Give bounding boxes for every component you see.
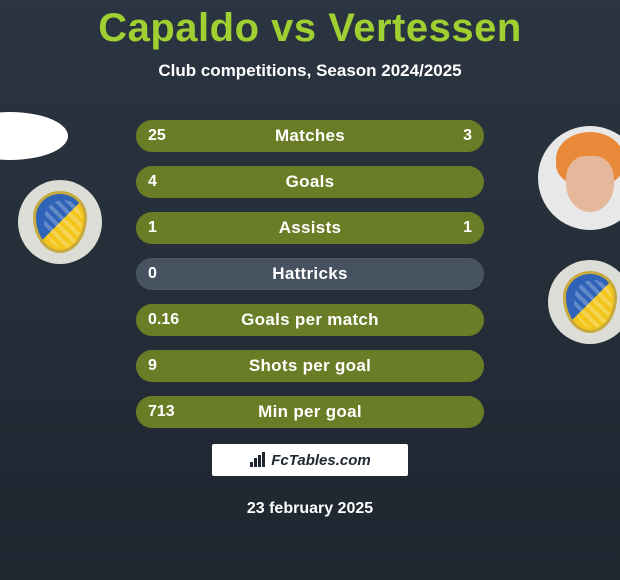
chart-icon [249, 452, 267, 468]
page-subtitle: Club competitions, Season 2024/2025 [0, 61, 620, 81]
stats-container: 253Matches 4Goals 11Assists 0Hattricks 0.16G… [136, 120, 484, 442]
stat-label: Matches [136, 120, 484, 152]
page-title: Capaldo vs Vertessen [0, 0, 620, 51]
stat-label: Goals per match [136, 304, 484, 336]
stat-row: 713Min per goal [136, 396, 484, 428]
stat-row: 253Matches [136, 120, 484, 152]
stat-label: Shots per goal [136, 350, 484, 382]
fctables-logo: FcTables.com [212, 444, 408, 476]
stat-label: Hattricks [136, 258, 484, 290]
club-left-badge [18, 180, 102, 264]
club-right-badge [548, 260, 620, 344]
stat-label: Goals [136, 166, 484, 198]
stat-row: 4Goals [136, 166, 484, 198]
stat-row: 11Assists [136, 212, 484, 244]
stat-row: 0.16Goals per match [136, 304, 484, 336]
player-right-avatar [538, 126, 620, 230]
stat-row: 9Shots per goal [136, 350, 484, 382]
logo-text: FcTables.com [271, 452, 370, 469]
stat-label: Min per goal [136, 396, 484, 428]
stat-label: Assists [136, 212, 484, 244]
stat-row: 0Hattricks [136, 258, 484, 290]
comparison-date: 23 february 2025 [0, 500, 620, 518]
player-left-avatar [0, 112, 68, 160]
